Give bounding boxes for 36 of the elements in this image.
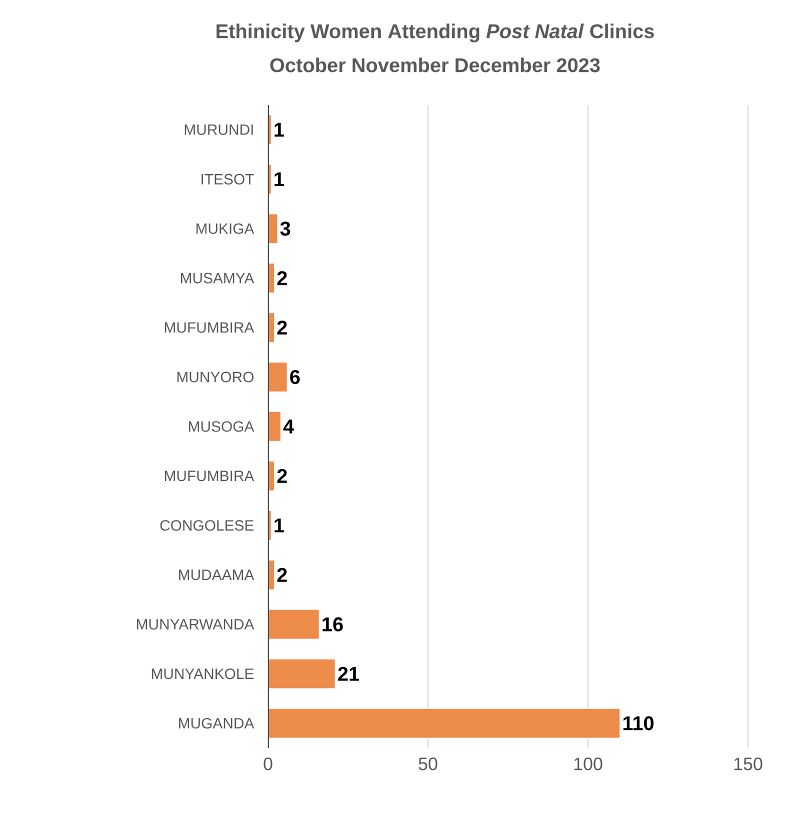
data-label: 110 [623,716,654,730]
data-label: 16 [322,617,343,632]
bar [268,362,288,392]
bar [268,658,336,690]
y-tick-label: ITESOT [202,174,254,184]
bar [268,609,320,640]
y-tick-label: MUKIGA [196,223,254,234]
y-tick-label: MURUNDI [184,124,253,135]
data-label: 2 [277,271,287,286]
x-tick-label: 50 [418,758,438,770]
chart-title: Ethinicity Women Attending Post Natal Clinics [216,24,654,42]
data-label: 2 [277,568,287,582]
y-tick-label: CONGOLESE [160,520,254,531]
data-label: 1 [274,122,284,137]
data-label: 2 [277,320,287,335]
chart-subtitle: October November December 2023 [270,58,600,72]
x-tick-label: 100 [574,758,602,770]
y-tick-label: MUSOGA [189,421,254,432]
data-label: 4 [283,420,294,434]
x-tick-label: 150 [734,758,762,770]
data-label: 1 [274,172,284,186]
bar [268,708,620,739]
y-tick-label: MUGANDA [179,718,254,729]
data-label: 6 [290,370,300,384]
y-tick-label: MUDAAMA [179,570,254,580]
y-tick-label: MUFUMBIRA [164,470,254,482]
y-tick-label: MUNYANKOLE [152,668,254,680]
y-tick-label: MUFUMBIRA [164,322,254,333]
x-tick-label: 0 [264,758,272,770]
y-tick-label: MUNYARWANDA [136,619,254,630]
y-tick-label: MUNYORO [177,372,254,382]
data-label: 21 [338,666,360,681]
data-label: 3 [280,222,290,236]
data-label: 2 [277,469,287,483]
y-tick-label: MUSAMYA [180,272,254,284]
data-label: 1 [274,518,284,532]
